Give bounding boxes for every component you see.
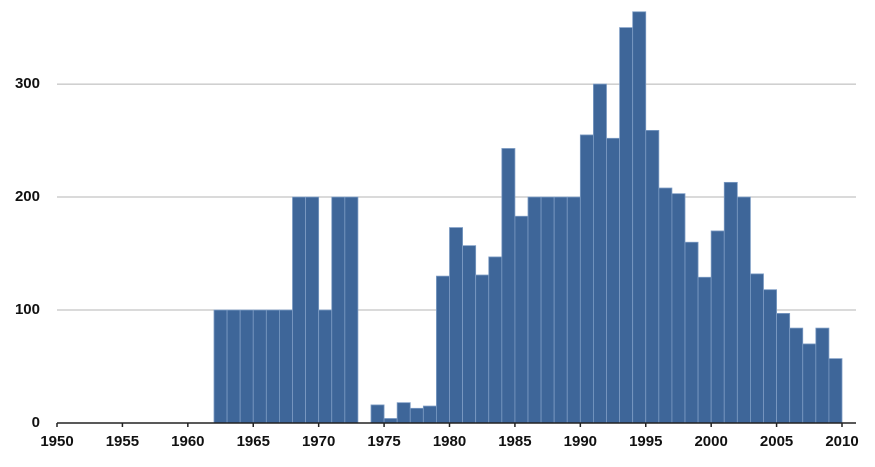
bar — [279, 309, 293, 424]
y-tick-label: 200 — [15, 188, 40, 205]
x-tick-label: 1955 — [106, 433, 139, 450]
bar — [579, 134, 594, 424]
bar — [318, 309, 333, 424]
x-tick-label: 1990 — [564, 433, 597, 450]
bar — [370, 404, 385, 424]
bar — [723, 181, 738, 424]
x-tick-label: 1985 — [498, 433, 531, 450]
bar — [265, 309, 280, 424]
x-tick-label: 1965 — [237, 433, 270, 450]
bar — [344, 196, 359, 424]
y-tick-label: 0 — [32, 414, 40, 431]
bar — [436, 275, 450, 424]
bar — [671, 193, 686, 424]
x-tick-label: 1950 — [40, 433, 73, 450]
x-tick-label: 2005 — [760, 433, 793, 450]
bar — [540, 196, 555, 424]
bar — [331, 196, 346, 424]
bar — [710, 230, 725, 424]
bar — [750, 273, 764, 424]
bar — [409, 407, 424, 424]
bar — [632, 11, 647, 424]
bar — [462, 245, 477, 424]
bar — [239, 309, 254, 424]
bar — [252, 309, 267, 424]
bar — [776, 313, 791, 424]
bar — [684, 241, 699, 424]
bar — [514, 215, 529, 424]
bar — [475, 274, 490, 424]
x-tick-label: 2010 — [825, 433, 858, 450]
y-tick-label: 300 — [15, 75, 40, 92]
bar — [763, 289, 777, 424]
bar — [226, 309, 241, 424]
bar — [658, 187, 673, 424]
bar — [501, 148, 516, 424]
bar — [736, 196, 751, 424]
bar — [566, 196, 581, 424]
bar — [305, 196, 320, 424]
x-tick-label: 1995 — [629, 433, 662, 450]
y-tick-label: 100 — [15, 301, 40, 318]
bar — [828, 358, 843, 424]
bar — [488, 256, 503, 424]
x-tick-label: 2000 — [694, 433, 727, 450]
bar — [553, 196, 568, 424]
bar — [606, 137, 620, 424]
bar — [645, 129, 660, 424]
bar — [527, 196, 542, 424]
bar — [802, 343, 817, 424]
x-tick-label: 1960 — [171, 433, 204, 450]
bar — [292, 196, 306, 424]
bar — [396, 402, 411, 424]
bar — [449, 227, 463, 424]
x-tick-label: 1980 — [433, 433, 466, 450]
bar — [593, 83, 607, 424]
x-tick-label: 1975 — [367, 433, 400, 450]
x-tick-label: 1970 — [302, 433, 335, 450]
bar — [815, 327, 830, 424]
bar — [619, 27, 634, 424]
bar — [789, 327, 804, 424]
bar — [422, 405, 437, 424]
bar — [213, 309, 228, 424]
bar — [697, 276, 712, 424]
